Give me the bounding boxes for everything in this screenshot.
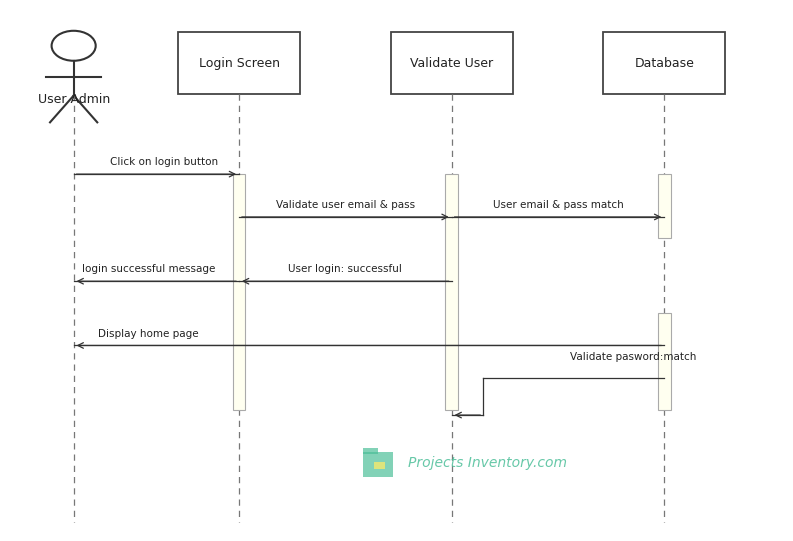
Text: login successful message: login successful message bbox=[82, 264, 215, 274]
Bar bbox=[603, 32, 726, 94]
FancyBboxPatch shape bbox=[363, 452, 393, 477]
Text: Validate User: Validate User bbox=[410, 56, 493, 69]
Text: User email & pass match: User email & pass match bbox=[492, 200, 623, 210]
Bar bbox=[178, 32, 300, 94]
Text: Display home page: Display home page bbox=[98, 328, 199, 339]
Text: Database: Database bbox=[634, 56, 694, 69]
Text: User Admin: User Admin bbox=[37, 93, 109, 105]
Text: User login: successful: User login: successful bbox=[289, 264, 402, 274]
FancyBboxPatch shape bbox=[363, 448, 377, 453]
Text: Validate pasword:match: Validate pasword:match bbox=[569, 352, 696, 361]
Text: Click on login button: Click on login button bbox=[110, 157, 218, 167]
Bar bbox=[658, 313, 671, 410]
Text: Projects Inventory.com: Projects Inventory.com bbox=[408, 456, 567, 470]
FancyBboxPatch shape bbox=[374, 462, 385, 469]
Bar bbox=[391, 32, 512, 94]
Bar bbox=[232, 174, 245, 410]
Text: Login Screen: Login Screen bbox=[198, 56, 279, 69]
Bar bbox=[658, 174, 671, 239]
Text: Validate user email & pass: Validate user email & pass bbox=[276, 200, 415, 210]
Bar bbox=[446, 174, 458, 410]
